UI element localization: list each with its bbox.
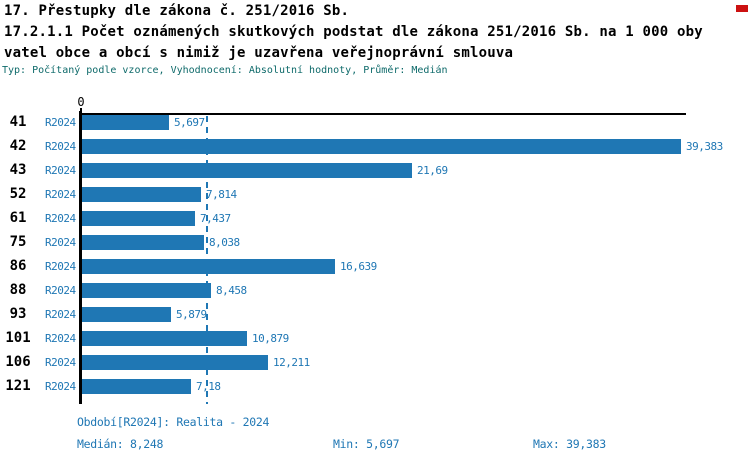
bar (82, 163, 412, 178)
bar (82, 355, 268, 370)
bar (82, 283, 211, 298)
bar (82, 259, 335, 274)
median-stat: Medián: 8,248 (77, 437, 164, 451)
row-series-label: R2024 (45, 284, 76, 297)
row-category-label: 106 (5, 354, 31, 370)
row-category-label: 52 (9, 186, 27, 202)
bar-value-label: 5,697 (174, 116, 205, 129)
row-category-label: 42 (9, 138, 27, 154)
row-series-label: R2024 (45, 236, 76, 249)
bar (82, 379, 191, 394)
row-category-label: 101 (5, 330, 31, 346)
row-series-label: R2024 (45, 116, 76, 129)
bar (82, 211, 195, 226)
x-axis-line (81, 113, 686, 115)
row-series-label: R2024 (45, 164, 76, 177)
indicator-title-line2: vatel obce a obcí s nimiž je uzavřena ve… (4, 45, 514, 61)
row-category-label: 86 (9, 258, 27, 274)
row-series-label: R2024 (45, 260, 76, 273)
row-series-label: R2024 (45, 356, 76, 369)
bar-value-label: 10,879 (252, 332, 289, 345)
row-series-label: R2024 (45, 332, 76, 345)
min-stat: Min: 5,697 (333, 437, 400, 451)
row-category-label: 93 (9, 306, 27, 322)
bar-value-label: 12,211 (273, 356, 310, 369)
max-stat: Max: 39,383 (533, 437, 606, 451)
bar-value-label: 21,69 (417, 164, 448, 177)
indicator-title-line1: 17.2.1.1 Počet oznámených skutkových pod… (4, 24, 703, 40)
row-series-label: R2024 (45, 188, 76, 201)
report-title: 17. Přestupky dle zákona č. 251/2016 Sb. (4, 3, 350, 19)
bar-value-label: 7,437 (200, 212, 231, 225)
bar-value-label: 7,814 (206, 188, 237, 201)
chart-meta-line: Typ: Počítaný podle vzorce, Vyhodnocení:… (2, 65, 448, 76)
row-category-label: 121 (5, 378, 31, 394)
bar (82, 139, 681, 154)
bar (82, 235, 204, 250)
bar-value-label: 8,038 (209, 236, 240, 249)
row-category-label: 88 (9, 282, 27, 298)
row-category-label: 61 (9, 210, 27, 226)
x-axis-tick (80, 108, 82, 113)
bar (82, 331, 247, 346)
bar-value-label: 8,458 (216, 284, 247, 297)
y-axis-line (79, 111, 82, 404)
bar-value-label: 39,383 (686, 140, 723, 153)
row-category-label: 75 (9, 234, 27, 250)
row-series-label: R2024 (45, 308, 76, 321)
row-category-label: 41 (9, 114, 27, 130)
row-series-label: R2024 (45, 212, 76, 225)
x-axis-zero-label: 0 (77, 95, 85, 109)
bar-value-label: 7,18 (196, 380, 221, 393)
row-category-label: 43 (9, 162, 27, 178)
bar (82, 115, 169, 130)
bar-value-label: 5,879 (176, 308, 207, 321)
bar-value-label: 16,639 (340, 260, 377, 273)
red-marker (736, 5, 748, 12)
bar (82, 307, 171, 322)
period-legend: Období[R2024]: Realita - 2024 (77, 415, 270, 429)
bar (82, 187, 201, 202)
row-series-label: R2024 (45, 380, 76, 393)
row-series-label: R2024 (45, 140, 76, 153)
